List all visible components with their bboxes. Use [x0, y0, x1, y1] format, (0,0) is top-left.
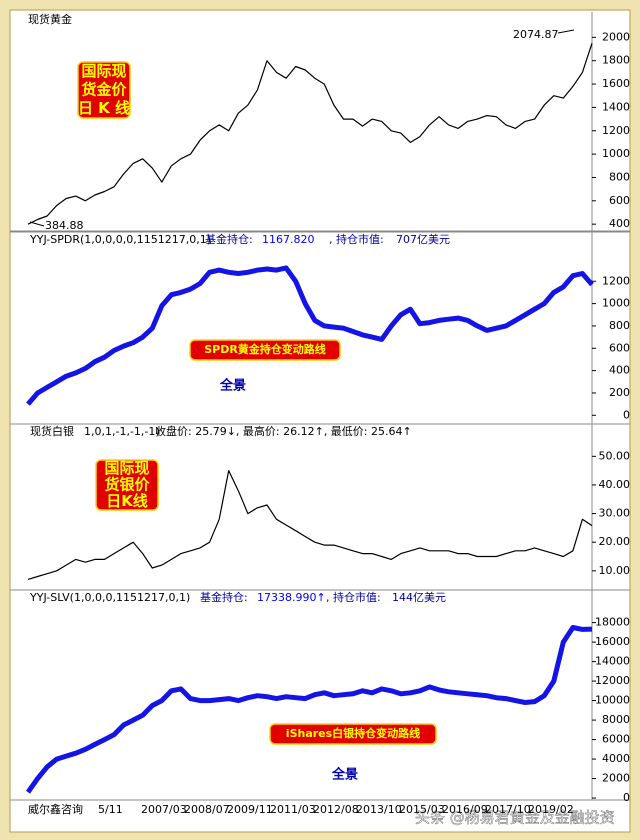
- y-tick-label: 10.00: [599, 564, 631, 577]
- x-tick-label: 2011/03: [270, 803, 316, 816]
- y-tick-label: 6000: [602, 733, 630, 746]
- annotation: 384.88: [45, 219, 84, 232]
- series-line: [27, 43, 593, 225]
- chart-area: [9, 9, 631, 833]
- x-tick-label: 2019/02: [528, 803, 574, 816]
- y-tick-label: 1400: [602, 100, 630, 113]
- x-tick-label: 2017/10: [485, 803, 531, 816]
- y-tick-label: 800: [609, 319, 630, 332]
- annotation: 2074.87: [513, 28, 559, 41]
- panel-subtitle: 707亿美元: [396, 233, 450, 246]
- y-tick-label: 400: [609, 364, 630, 377]
- y-tick-label: 800: [609, 170, 630, 183]
- badge: [189, 339, 341, 361]
- panel-title: 现货白银: [30, 424, 74, 438]
- badge-text: 日 K 线: [78, 99, 130, 117]
- annotation: 全景: [219, 378, 246, 394]
- x-tick-label: 2012/08: [313, 803, 359, 816]
- y-tick-label: 50.00: [599, 449, 631, 462]
- x-tick-label: 5/11: [98, 803, 123, 816]
- y-tick-label: 1200: [602, 274, 630, 287]
- series-line: [26, 265, 594, 406]
- y-tick-label: 600: [609, 194, 630, 207]
- badge-text: 货金价: [81, 81, 127, 99]
- y-tick-label: 30.00: [599, 507, 631, 520]
- y-tick-label: 14000: [595, 655, 630, 668]
- series-line: [25, 625, 593, 794]
- y-tick-label: 40.00: [599, 478, 631, 491]
- panel-title: YYJ-SLV(1,0,0,0,1151217,0,1): [29, 591, 190, 604]
- badge-text: 日K线: [106, 492, 148, 510]
- y-tick-label: 20.00: [599, 535, 631, 548]
- badge-text: SPDR黄金持仓变动路线: [204, 342, 326, 356]
- y-tick-label: 2000: [602, 772, 630, 785]
- badge-text: 国际现: [81, 62, 126, 80]
- y-tick-label: 0: [623, 791, 630, 804]
- panel-subtitle: 1167.820: [262, 233, 315, 246]
- x-tick-label: 2015/03: [399, 803, 445, 816]
- badge: [77, 61, 131, 119]
- x-tick-label: 2016/09: [442, 803, 488, 816]
- y-tick-label: 0: [623, 408, 630, 421]
- y-tick-label: 2000: [602, 30, 630, 43]
- panel-subtitle: 1,0,1,-1,-1,-1): [84, 425, 160, 438]
- panel-subtitle: 基金持仓:: [205, 232, 253, 246]
- panel-title: 现货黄金: [28, 12, 72, 26]
- y-tick-label: 10000: [595, 694, 630, 707]
- y-tick-label: 18000: [595, 616, 630, 629]
- series-line: [27, 470, 593, 580]
- watermark: 头条 @杨易君黄金及金融投资: [415, 809, 615, 827]
- y-tick-label: 1600: [602, 77, 630, 90]
- y-tick-label: 400: [609, 217, 630, 230]
- badge-text: iShares白银持仓变动路线: [286, 726, 420, 740]
- badge-text: 国际现: [104, 459, 149, 477]
- y-tick-label: 16000: [595, 635, 630, 648]
- y-tick-label: 200: [609, 386, 630, 399]
- y-tick-label: 600: [609, 341, 630, 354]
- y-tick-label: 4000: [602, 752, 630, 765]
- y-tick-label: 1800: [602, 54, 630, 67]
- panel-subtitle: 144亿美元: [392, 591, 446, 604]
- annotation-line: [557, 29, 575, 34]
- panel-subtitle: 收盘价: 25.79↓, 最高价: 26.12↑, 最低价: 25.64↑: [155, 424, 412, 438]
- panel-subtitle: , 持仓市值:: [329, 232, 384, 246]
- y-tick-label: 1200: [602, 124, 630, 137]
- badge: [95, 459, 159, 511]
- x-tick-label: 2013/10: [356, 803, 402, 816]
- panel-subtitle: 17338.990↑: [257, 591, 326, 604]
- badge-text: 货银价: [104, 476, 150, 494]
- panel-subtitle: , 持仓市值:: [326, 590, 381, 604]
- x-tick-label: 2009/11: [227, 803, 273, 816]
- y-tick-label: 1000: [602, 297, 630, 310]
- x-tick-label: 2008/07: [184, 803, 230, 816]
- y-tick-label: 1000: [602, 147, 630, 160]
- y-tick-label: 8000: [602, 713, 630, 726]
- panel-subtitle: 基金持仓:: [200, 590, 248, 604]
- x-axis-source: 威尔鑫咨询: [28, 802, 83, 816]
- panel-title: YYJ-SPDR(1,0,0,0,0,1151217,0,1): [29, 233, 211, 246]
- x-tick-label: 2007/03: [141, 803, 187, 816]
- annotation: 全景: [331, 767, 358, 783]
- badge: [269, 723, 437, 745]
- y-tick-label: 12000: [595, 674, 630, 687]
